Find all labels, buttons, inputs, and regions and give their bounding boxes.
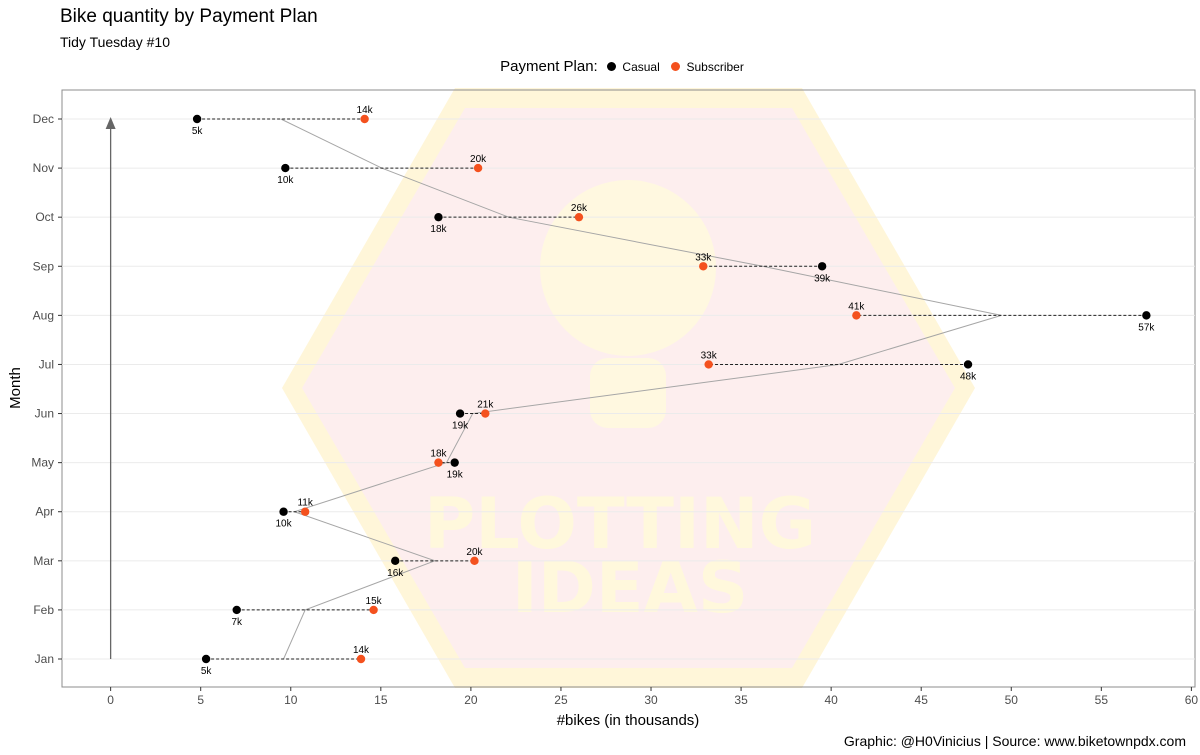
point-subscriber-sep [699,262,708,271]
y-axis-title: Month [7,367,24,409]
plot-panel [61,89,1196,688]
y-axis: Jan Feb Mar Apr May Jun Jul Aug Sep Oct Nov Dec [31,112,62,666]
label-casual-jan: 5k [201,666,213,677]
point-casual-oct [434,212,443,222]
label-subscriber-aug: 41k [848,301,865,312]
chart-title: Bike quantity by Payment Plan [60,6,318,27]
x-tick-label: 25 [554,693,568,707]
point-subscriber-aug [852,311,861,320]
point-casual-aug [1142,311,1151,320]
y-tick-label: Mar [33,554,54,568]
y-tick-label: Oct [35,210,54,224]
label-casual-feb: 7k [231,617,243,628]
x-tick-label: 35 [734,693,748,707]
x-axis-title: #bikes (in thousands) [557,712,700,729]
x-tick-label: 45 [915,693,929,707]
point-casual-dec [192,114,202,124]
y-tick-label: Jan [35,652,54,666]
label-subscriber-may: 18k [430,449,447,460]
label-casual-mar: 16k [387,568,404,579]
lightbulb-icon [540,180,716,356]
y-tick-label: Feb [33,603,54,617]
y-tick-label: Sep [33,259,55,273]
legend-casual-label: Casual [622,60,660,74]
grid [62,118,1195,660]
y-tick-label: Apr [35,505,54,519]
label-casual-may: 19k [447,470,464,481]
label-subscriber-feb: 15k [366,596,383,607]
point-casual-jun [455,409,465,418]
label-casual-jun: 19k [452,421,469,432]
label-subscriber-jul: 33k [701,350,718,361]
label-casual-sep: 39k [814,273,831,284]
chart-subtitle: Tidy Tuesday #10 [60,34,170,50]
point-subscriber-jan [356,654,366,664]
watermark-line2: IDEAS [512,547,749,629]
label-subscriber-mar: 20k [466,547,483,558]
point-casual-sep [817,262,827,271]
y-tick-label: Aug [33,308,54,322]
y-tick-label: Dec [33,112,54,126]
point-subscriber-may [434,458,443,467]
label-subscriber-oct: 26k [571,203,588,214]
midpoint-polyline [280,118,1002,660]
label-casual-jul: 48k [960,371,977,382]
y-tick-label: Jul [39,357,54,371]
legend-casual-swatch [607,62,617,72]
x-tick-label: 30 [644,693,658,707]
y-tick-label: Jun [35,407,54,421]
watermark-line1: PLOTTING [424,483,816,565]
point-subscriber-jun [481,409,490,418]
x-tick-label: 60 [1185,693,1199,707]
point-casual-feb [232,605,241,615]
point-subscriber-oct [574,212,584,222]
x-tick-label: 40 [824,693,838,707]
x-axis: 0 5 10 15 20 25 30 35 40 45 50 55 60 [107,687,1198,707]
point-subscriber-nov [473,163,483,173]
legend-subscriber-swatch [671,62,681,72]
x-tick-label: 0 [107,693,114,707]
label-subscriber-sep: 33k [695,252,712,263]
x-tick-label: 10 [284,693,298,707]
point-casual-jul [963,360,973,369]
y-tick-label: Nov [33,161,54,175]
point-casual-nov [281,163,290,173]
label-casual-aug: 57k [1138,322,1155,333]
label-subscriber-nov: 20k [470,154,487,165]
label-casual-apr: 10k [275,519,292,530]
label-subscriber-jun: 21k [477,400,494,411]
point-subscriber-dec [360,114,369,124]
label-casual-oct: 18k [430,224,447,235]
y-tick-label: May [31,456,54,470]
point-casual-apr [279,507,288,516]
x-tick-label: 55 [1095,693,1109,707]
point-casual-mar [391,556,400,566]
label-subscriber-dec: 14k [357,105,374,116]
legend: Payment Plan: Casual Subscriber [0,58,1200,75]
watermark: PLOTTING IDEAS [282,88,975,688]
point-casual-may [450,458,459,467]
legend-title: Payment Plan: [500,58,598,75]
x-tick-label: 50 [1005,693,1019,707]
arrow-head [105,117,116,129]
point-subscriber-apr [300,507,310,516]
x-tick-label: 5 [197,693,204,707]
legend-subscriber-label: Subscriber [686,60,744,74]
points [192,114,1151,664]
caption: Graphic: @H0Vinicius | Source: www.biket… [843,733,1186,749]
month-arrow [105,117,116,659]
x-tick-label: 20 [464,693,478,707]
label-subscriber-jan: 14k [353,645,370,656]
label-casual-dec: 5k [192,126,204,137]
x-tick-label: 15 [374,693,388,707]
midpoint-line [280,118,1002,660]
point-subscriber-feb [369,605,378,615]
point-casual-jan [201,654,211,664]
label-subscriber-apr: 11k [297,498,313,509]
label-casual-nov: 10k [277,175,294,186]
point-subscriber-jul [704,360,713,369]
value-labels: 5k14k7k15k16k20k10k11k19k18k19k21k48k33k… [192,105,1156,677]
point-subscriber-mar [470,556,479,566]
